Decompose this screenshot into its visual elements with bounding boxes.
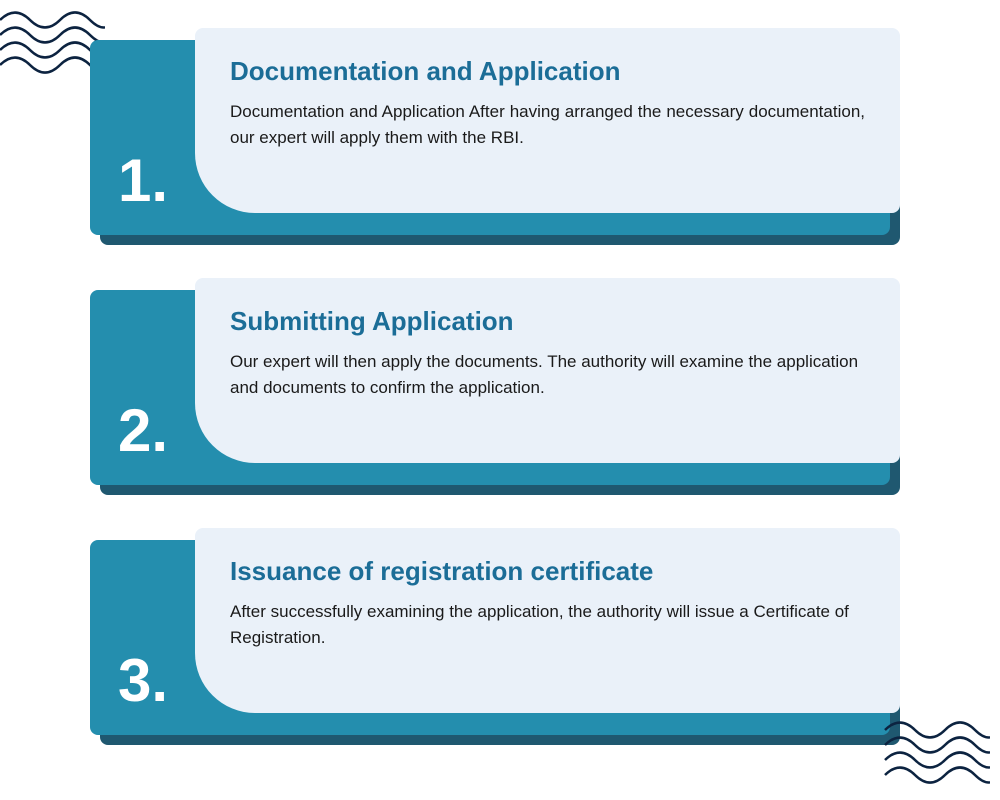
step-card-3: 3. Issuance of registration certificate … (90, 540, 910, 735)
step-body: Documentation and Application After havi… (230, 99, 865, 152)
step-number: 3. (118, 646, 168, 715)
step-card-2: 2. Submitting Application Our expert wil… (90, 290, 910, 485)
step-content: Submitting Application Our expert will t… (195, 278, 900, 463)
step-title: Submitting Application (230, 306, 865, 337)
step-content: Documentation and Application Documentat… (195, 28, 900, 213)
step-body: After successfully examining the applica… (230, 599, 865, 652)
step-body: Our expert will then apply the documents… (230, 349, 865, 402)
step-number: 2. (118, 396, 168, 465)
wave-decoration-bottom (880, 705, 990, 795)
step-card-1: 1. Documentation and Application Documen… (90, 40, 910, 235)
step-title: Issuance of registration certificate (230, 556, 865, 587)
step-content: Issuance of registration certificate Aft… (195, 528, 900, 713)
step-title: Documentation and Application (230, 56, 865, 87)
step-number: 1. (118, 146, 168, 215)
